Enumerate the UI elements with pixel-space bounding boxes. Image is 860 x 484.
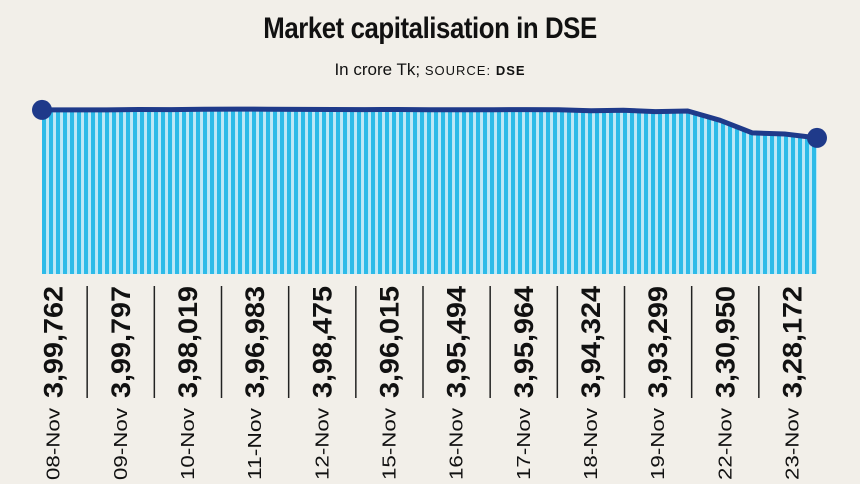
value-label: 3,98,475 bbox=[307, 286, 337, 398]
source-label: SOURCE: bbox=[424, 63, 492, 78]
category-label: 12-Nov bbox=[312, 408, 332, 480]
source-name: DSE bbox=[495, 63, 526, 78]
value-label: 3,93,299 bbox=[643, 286, 673, 398]
end-point-marker bbox=[807, 127, 827, 148]
category-label: 09-Nov bbox=[111, 408, 131, 480]
value-label: 3,99,797 bbox=[106, 286, 136, 398]
series-line bbox=[42, 106, 818, 141]
category-label: 11-Nov bbox=[245, 408, 265, 480]
category-label: 18-Nov bbox=[581, 408, 601, 480]
category-label: 19-Nov bbox=[648, 408, 668, 480]
area-fill bbox=[42, 109, 817, 274]
value-label: 3,30,950 bbox=[710, 286, 740, 398]
value-label: 3,99,762 bbox=[39, 286, 69, 398]
category-label: 08-Nov bbox=[44, 408, 64, 480]
value-label: 3,96,015 bbox=[374, 286, 404, 398]
area-layer bbox=[32, 99, 827, 274]
chart-subtitle: In crore Tk; SOURCE: DSE bbox=[0, 60, 860, 80]
chart-title: Market capitalisation in DSE bbox=[263, 12, 597, 45]
value-label: 3,95,494 bbox=[442, 286, 472, 398]
value-label: 3,94,324 bbox=[576, 286, 606, 398]
value-label: 3,98,019 bbox=[173, 286, 203, 398]
category-label: 22-Nov bbox=[715, 408, 735, 480]
value-label: 3,95,964 bbox=[509, 286, 539, 398]
category-label: 10-Nov bbox=[178, 408, 198, 480]
category-label: 17-Nov bbox=[514, 408, 534, 480]
value-label: 3,96,983 bbox=[240, 286, 270, 398]
category-label: 16-Nov bbox=[447, 408, 467, 480]
label-layer: 3,99,762 08-Nov 3,99,797 09-Nov 3,98,019 10-N… bbox=[39, 286, 808, 480]
unit-label: In crore Tk; bbox=[334, 60, 421, 79]
start-point-marker bbox=[32, 99, 52, 120]
column-dividers bbox=[86, 286, 760, 398]
value-label: 3,28,172 bbox=[777, 286, 807, 398]
category-label: 15-Nov bbox=[379, 408, 399, 480]
category-label: 23-Nov bbox=[782, 408, 802, 480]
